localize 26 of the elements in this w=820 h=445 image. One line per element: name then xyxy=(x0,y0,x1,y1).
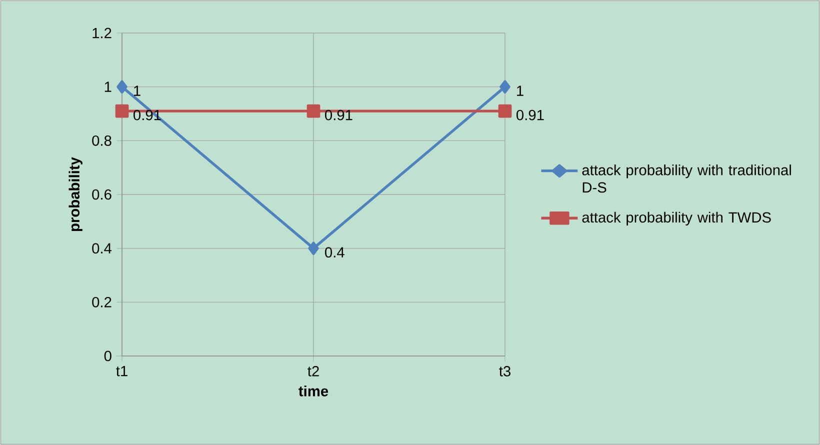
y-tick-label: 0.6 xyxy=(92,189,112,200)
y-tick-label: 1.2 xyxy=(92,28,112,38)
point xyxy=(500,80,510,94)
x-tick-label: t2 xyxy=(308,366,319,376)
y-tick-label: 0 xyxy=(104,350,112,362)
point xyxy=(115,104,129,118)
y-tick-label: 0.2 xyxy=(92,296,112,308)
data-label: 1 xyxy=(517,86,524,96)
point xyxy=(116,80,128,94)
data-label: 0.91 xyxy=(134,110,161,120)
data-label: 0.4 xyxy=(325,247,344,258)
legend-label: attack probability with TWDS xyxy=(582,212,771,226)
y-axis-title: probability xyxy=(68,157,82,232)
legend-label: attack probability with traditional D-S xyxy=(582,164,791,193)
point xyxy=(498,104,512,118)
y-tick-label: 0.8 xyxy=(92,135,112,146)
point xyxy=(306,104,320,118)
data-label: 0.91 xyxy=(516,110,544,120)
data-label: 0.91 xyxy=(325,110,352,120)
x-tick-label: t1 xyxy=(116,366,128,376)
y-tick-label: 1 xyxy=(104,82,112,92)
y-tick-label: 0.4 xyxy=(92,243,112,254)
x-tick-label: t3 xyxy=(499,366,510,376)
data-label: 1 xyxy=(134,86,140,96)
x-axis-title: time xyxy=(298,386,328,396)
point xyxy=(308,242,319,255)
